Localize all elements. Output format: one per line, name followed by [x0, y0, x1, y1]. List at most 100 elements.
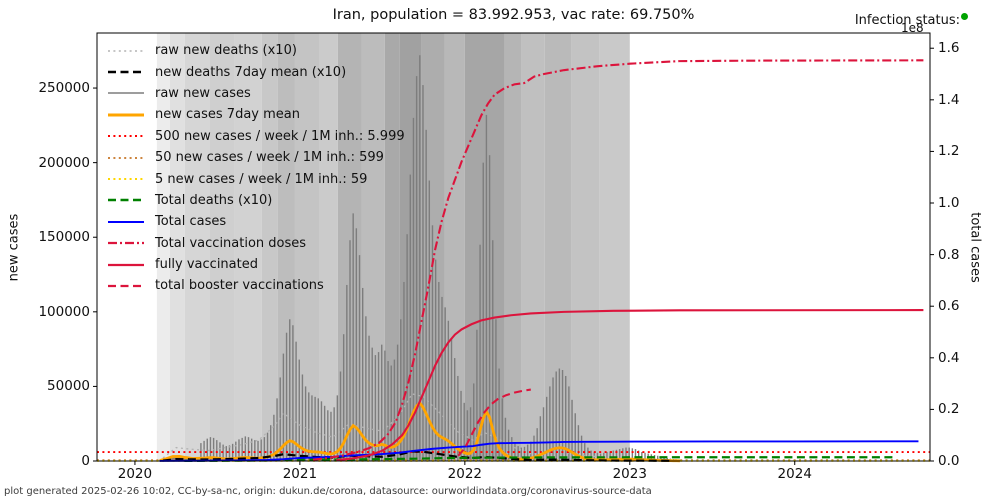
raw-new-cases-bar — [409, 174, 411, 461]
raw-new-cases-bar — [355, 228, 358, 461]
legend-item: Total deaths (x10) — [108, 190, 405, 211]
legend-item: raw new cases — [108, 83, 405, 104]
raw-new-cases-bar — [495, 319, 497, 461]
raw-new-cases-bar — [320, 401, 323, 461]
raw-new-cases-bar — [257, 440, 259, 461]
raw-new-cases-bar — [488, 155, 491, 462]
raw-new-cases-bar — [381, 344, 383, 461]
raw-new-cases-bar — [270, 425, 272, 461]
raw-new-cases-bar — [346, 284, 348, 461]
raw-new-cases-bar — [292, 325, 294, 461]
raw-new-cases-bar — [501, 398, 503, 461]
legend-marker-solid-icon — [108, 113, 144, 117]
raw-new-cases-bar — [476, 329, 478, 461]
raw-new-cases-bar — [247, 437, 250, 461]
raw-new-cases-bar — [434, 259, 437, 461]
raw-new-cases-bar — [622, 448, 624, 461]
right-axis-offset-label: 1e8 — [901, 21, 924, 35]
raw-new-cases-bar — [333, 407, 335, 461]
raw-new-cases-bar — [304, 386, 307, 461]
infection-status-band — [444, 33, 465, 461]
raw-new-cases-bar — [565, 375, 567, 461]
raw-new-cases-bar — [282, 353, 285, 461]
raw-new-cases-bar — [349, 240, 351, 461]
raw-new-cases-bar — [463, 402, 465, 461]
infection-status-band — [464, 33, 505, 461]
infection-status-band — [234, 33, 262, 461]
infection-status-band — [384, 33, 400, 461]
total-vaccination-doses-line — [312, 59, 924, 461]
raw-new-cases-bar — [238, 439, 240, 461]
page-title: Iran, population = 83.992.953, vac rate:… — [332, 7, 695, 23]
infection-status-band — [184, 33, 210, 461]
legend-marker-dotted-icon — [108, 156, 144, 159]
raw-new-cases-bar — [289, 319, 291, 461]
legend-label: new deaths 7day mean (x10) — [155, 64, 347, 80]
raw-new-cases-bar — [552, 377, 554, 461]
legend-marker-dashdot-icon — [108, 242, 144, 245]
raw-new-cases-bar — [615, 449, 618, 461]
raw-new-cases-bar — [441, 296, 443, 461]
raw-new-cases-bar — [555, 371, 557, 461]
x-axis-tick-label: 2020 — [117, 466, 153, 482]
raw-new-cases-bar — [558, 368, 561, 461]
raw-new-cases-bar — [216, 440, 218, 461]
raw-new-cases-bar — [314, 396, 316, 461]
legend-item: new cases 7day mean — [108, 104, 405, 125]
raw-new-cases-bar — [574, 413, 576, 461]
raw-new-cases-bar — [374, 355, 377, 461]
raw-new-cases-bar — [628, 447, 630, 461]
raw-new-cases-bar — [384, 350, 386, 461]
raw-new-cases-bar — [235, 441, 237, 461]
x-axis-tick-label: 2021 — [282, 466, 318, 482]
raw-new-cases-bar — [542, 407, 545, 461]
raw-new-cases-bar — [219, 442, 221, 461]
legend-label: 5 new cases / week / 1M inh.: 59 — [155, 171, 368, 187]
raw-new-cases-bar — [514, 443, 516, 461]
raw-new-cases-bar — [406, 234, 408, 461]
infection-status-band — [156, 33, 170, 461]
infection-status-band — [169, 33, 185, 461]
raw-new-cases-bar — [498, 368, 500, 461]
legend-label: 500 new cases / week / 1M inh.: 5.999 — [155, 128, 405, 144]
legend-marker-dashed-icon — [108, 284, 144, 288]
new-deaths-7day-mean-line — [162, 450, 672, 462]
raw-new-cases-bar — [279, 377, 281, 461]
raw-new-cases-bar — [539, 416, 542, 461]
raw-new-cases-bar — [568, 386, 570, 461]
legend-item: fully vaccinated — [108, 254, 405, 275]
raw-new-cases-bar — [295, 341, 297, 461]
infection-status-band — [261, 33, 278, 461]
raw-new-cases-bar — [469, 407, 472, 461]
legend-marker-solid-icon — [108, 220, 144, 223]
raw-new-cases-bar — [660, 456, 662, 461]
raw-new-cases-bar — [358, 255, 361, 461]
legend-marker-dotted-icon — [108, 178, 144, 181]
raw-new-cases-bar — [457, 375, 459, 461]
raw-new-cases-bar — [260, 439, 262, 461]
infection-status-band — [544, 33, 572, 461]
raw-new-cases-bar — [209, 437, 212, 461]
infection-status-band — [319, 33, 338, 461]
raw-new-cases-bar — [479, 244, 481, 461]
legend-label: 50 new cases / week / 1M inh.: 599 — [155, 150, 384, 166]
right-axis-tick-label: 0.6 — [938, 298, 960, 315]
left-axis-tick-label: 50000 — [47, 378, 90, 395]
raw-new-cases-bar — [571, 399, 573, 461]
raw-new-cases-bar — [342, 334, 345, 461]
raw-new-cases-bar — [403, 281, 405, 461]
raw-new-cases-bar — [298, 359, 300, 461]
right-axis-tick-label: 1.2 — [938, 143, 960, 160]
raw-new-cases-bar — [460, 390, 462, 461]
raw-new-cases-bar — [308, 392, 310, 461]
raw-new-cases-bar — [517, 446, 519, 461]
raw-new-cases-bar — [336, 395, 339, 461]
legend-marker-solid-icon — [108, 92, 144, 95]
new-cases-7day-mean-line — [159, 400, 680, 463]
raw-new-cases-bar — [361, 287, 364, 461]
raw-new-cases-bar — [631, 448, 634, 461]
raw-new-cases-bar — [276, 398, 278, 461]
raw-new-cases-bar — [609, 451, 611, 461]
total-cases-line — [159, 440, 919, 462]
raw-new-cases-bar — [419, 55, 421, 461]
